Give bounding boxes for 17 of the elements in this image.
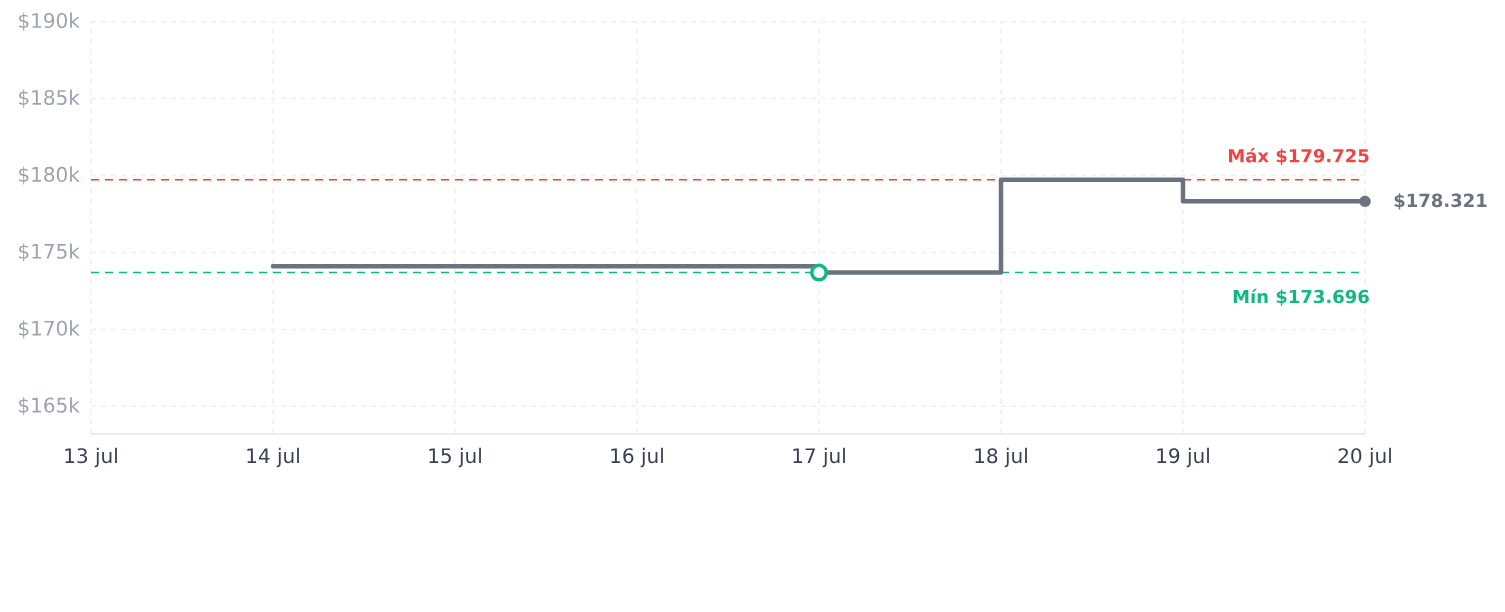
x-tick-label: 18 jul — [975, 447, 1027, 468]
x-tick-label: 14 jul — [247, 447, 299, 468]
y-tick-label: $185k — [19, 89, 80, 108]
y-tick-label: $165k — [19, 397, 80, 416]
annotation: $178.321 — [1394, 193, 1487, 210]
y-tick-label: $190k — [19, 12, 80, 31]
y-tick-label: $175k — [19, 243, 80, 262]
x-tick-label: 15 jul — [429, 447, 481, 468]
x-tick-label: 19 jul — [1157, 447, 1209, 468]
x-tick-label: 16 jul — [611, 447, 663, 468]
y-tick-label: $180k — [19, 166, 80, 185]
x-tick-label: 17 jul — [793, 447, 845, 468]
x-tick-label: 20 jul — [1338, 447, 1391, 468]
ref-line-label: Máx $179.725 — [1228, 147, 1369, 165]
x-tick-label: 13 jul — [65, 447, 117, 468]
y-tick-label: $170k — [19, 320, 80, 339]
ref-line-label: Mín $173.696 — [1233, 288, 1369, 306]
